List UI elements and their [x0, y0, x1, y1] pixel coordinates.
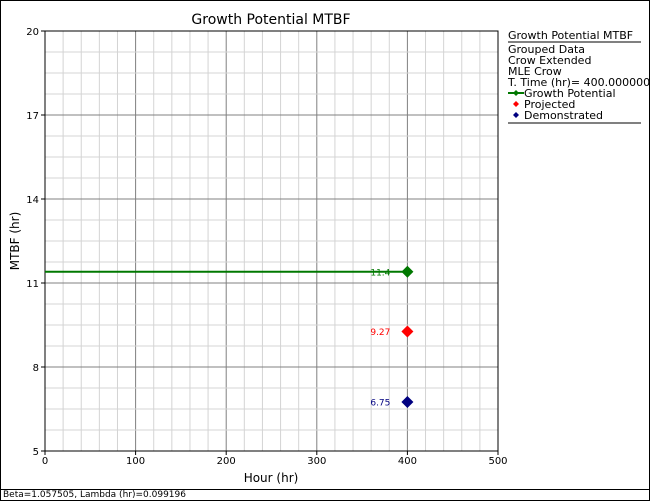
- x-tick-label: 200: [217, 456, 236, 467]
- legend-demonstrated-marker: [513, 112, 519, 118]
- x-tick-label: 500: [488, 456, 507, 467]
- series-layer: 11.4 9.27 6.75: [45, 265, 414, 409]
- legend-info-line: Crow Extended: [508, 54, 591, 67]
- legend-info-line: Grouped Data: [508, 43, 585, 56]
- demonstrated-data-label: 6.75: [370, 399, 390, 409]
- y-tick-label: 14: [26, 195, 39, 206]
- x-tick-label: 0: [42, 456, 48, 467]
- x-tick-label: 400: [398, 456, 417, 467]
- y-tick-label: 17: [26, 111, 39, 122]
- legend-growth-potential-label: Growth Potential: [524, 87, 616, 100]
- legend-projected-marker: [513, 101, 519, 107]
- legend-growth-potential-marker: [513, 90, 519, 96]
- projected-point: [401, 325, 414, 338]
- x-axis-label: Hour (hr): [244, 471, 299, 485]
- chart-title: Growth Potential MTBF: [191, 12, 350, 28]
- y-tick-label: 8: [33, 363, 39, 374]
- y-axis-label: MTBF (hr): [8, 212, 22, 271]
- growth-potential-point: [401, 265, 414, 278]
- projected-data-label: 9.27: [370, 328, 390, 338]
- demonstrated-point: [401, 396, 414, 408]
- y-tick-label: 5: [33, 447, 39, 458]
- legend-title: Growth Potential MTBF: [508, 29, 633, 42]
- legend-info-line: MLE Crow: [508, 65, 562, 78]
- grid: [45, 31, 498, 451]
- y-tick-label: 11: [26, 279, 39, 290]
- y-tick-label: 20: [26, 27, 39, 38]
- legend-demonstrated-label: Demonstrated: [524, 109, 603, 122]
- x-tick-label: 300: [307, 456, 326, 467]
- growth-potential-chart: Growth Potential MTBF 0 100 200 300 400 500 5 8…: [8, 12, 650, 485]
- axis-ticks: 0 100 200 300 400 500 5 8 11 14 17 20: [26, 27, 507, 467]
- plot-area: [44, 30, 499, 452]
- legend-projected-label: Projected: [524, 98, 575, 111]
- growth-potential-data-label: 11.4: [370, 268, 390, 278]
- footer-parameters: Beta=1.057505, Lambda (hr)=0.099196: [1, 489, 649, 500]
- legend-info-line: T. Time (hr)= 400.000000: [507, 76, 649, 89]
- x-tick-label: 100: [126, 456, 145, 467]
